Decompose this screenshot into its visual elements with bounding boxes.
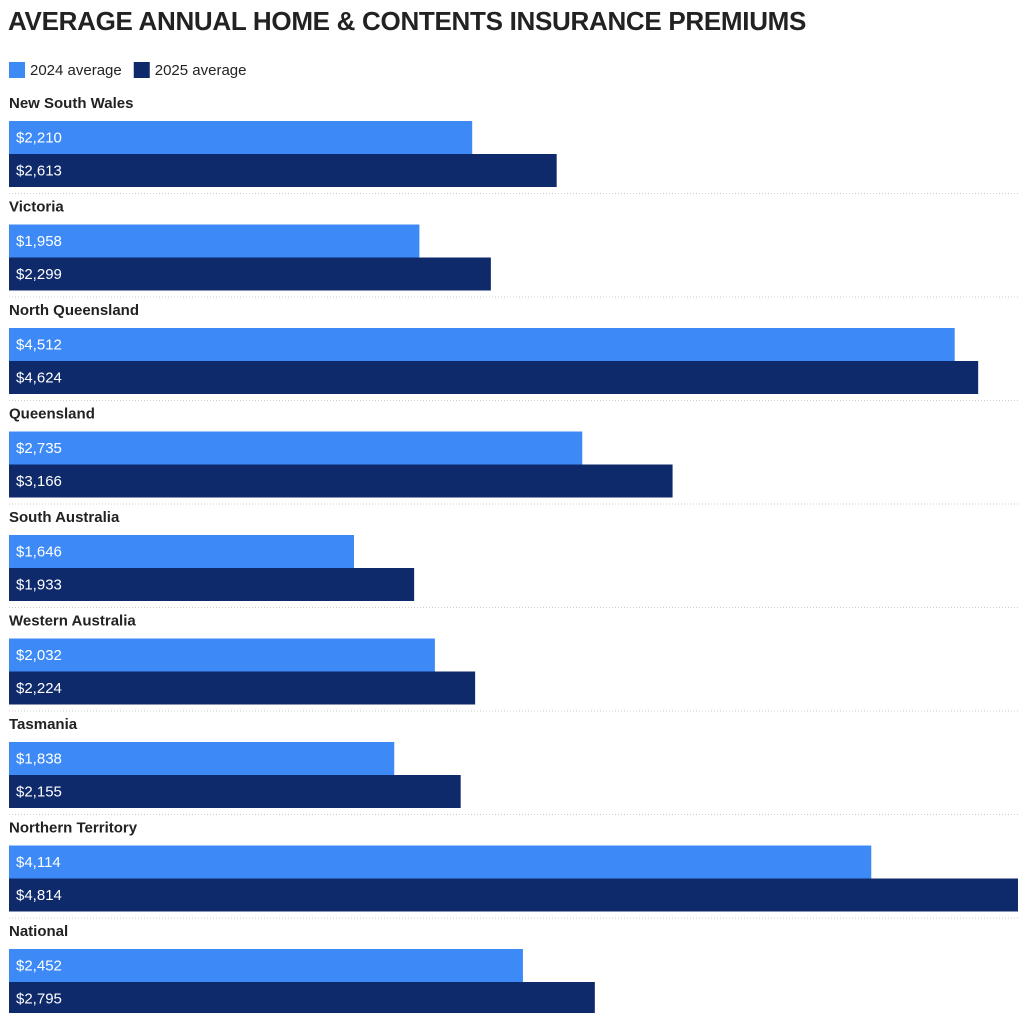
bar bbox=[9, 671, 476, 705]
legend-swatch bbox=[9, 62, 25, 78]
value-label: $1,933 bbox=[16, 576, 62, 593]
bar bbox=[9, 535, 354, 568]
value-label: $4,624 bbox=[16, 369, 62, 386]
legend-swatch bbox=[133, 62, 150, 78]
value-label: $1,646 bbox=[16, 543, 62, 560]
bar bbox=[9, 224, 420, 258]
bar bbox=[9, 775, 461, 808]
category-label: Western Australia bbox=[9, 612, 136, 629]
bar bbox=[9, 154, 557, 187]
bar bbox=[9, 845, 872, 879]
legend-label: 2024 average bbox=[30, 62, 122, 79]
category-label: North Queensland bbox=[9, 302, 139, 319]
category-label: Northern Territory bbox=[9, 819, 138, 836]
value-label: $2,299 bbox=[16, 266, 62, 283]
bar bbox=[9, 257, 491, 291]
bar bbox=[9, 361, 979, 394]
value-label: $4,814 bbox=[16, 887, 62, 904]
value-label: $2,032 bbox=[16, 647, 62, 664]
value-label: $1,838 bbox=[16, 750, 62, 767]
value-label: $2,155 bbox=[16, 783, 62, 800]
legend-label: 2025 average bbox=[155, 62, 247, 79]
value-label: $2,210 bbox=[16, 129, 62, 146]
category-label: South Australia bbox=[9, 509, 120, 526]
category-label: Tasmania bbox=[9, 716, 78, 733]
bar bbox=[9, 121, 473, 154]
bar bbox=[9, 638, 435, 672]
bar bbox=[9, 949, 523, 982]
value-label: $2,735 bbox=[16, 440, 62, 457]
bar bbox=[9, 982, 595, 1015]
value-label: $2,795 bbox=[16, 990, 62, 1007]
bar bbox=[9, 464, 673, 498]
bar bbox=[9, 568, 415, 601]
value-label: $4,114 bbox=[16, 854, 61, 871]
category-label: Victoria bbox=[9, 198, 64, 215]
value-label: $3,166 bbox=[16, 473, 62, 490]
value-label: $4,512 bbox=[16, 336, 62, 353]
bar bbox=[9, 328, 955, 361]
category-label: New South Wales bbox=[9, 95, 133, 112]
category-label: National bbox=[9, 923, 68, 940]
bar bbox=[9, 878, 1018, 912]
value-label: $2,613 bbox=[16, 162, 62, 179]
value-label: $2,452 bbox=[16, 957, 62, 974]
value-label: $1,958 bbox=[16, 233, 62, 250]
chart-title: AVERAGE ANNUAL HOME & CONTENTS INSURANCE… bbox=[8, 6, 806, 36]
bar bbox=[9, 431, 583, 465]
category-label: Queensland bbox=[9, 405, 95, 422]
value-label: $2,224 bbox=[16, 680, 62, 697]
bar bbox=[9, 742, 395, 775]
